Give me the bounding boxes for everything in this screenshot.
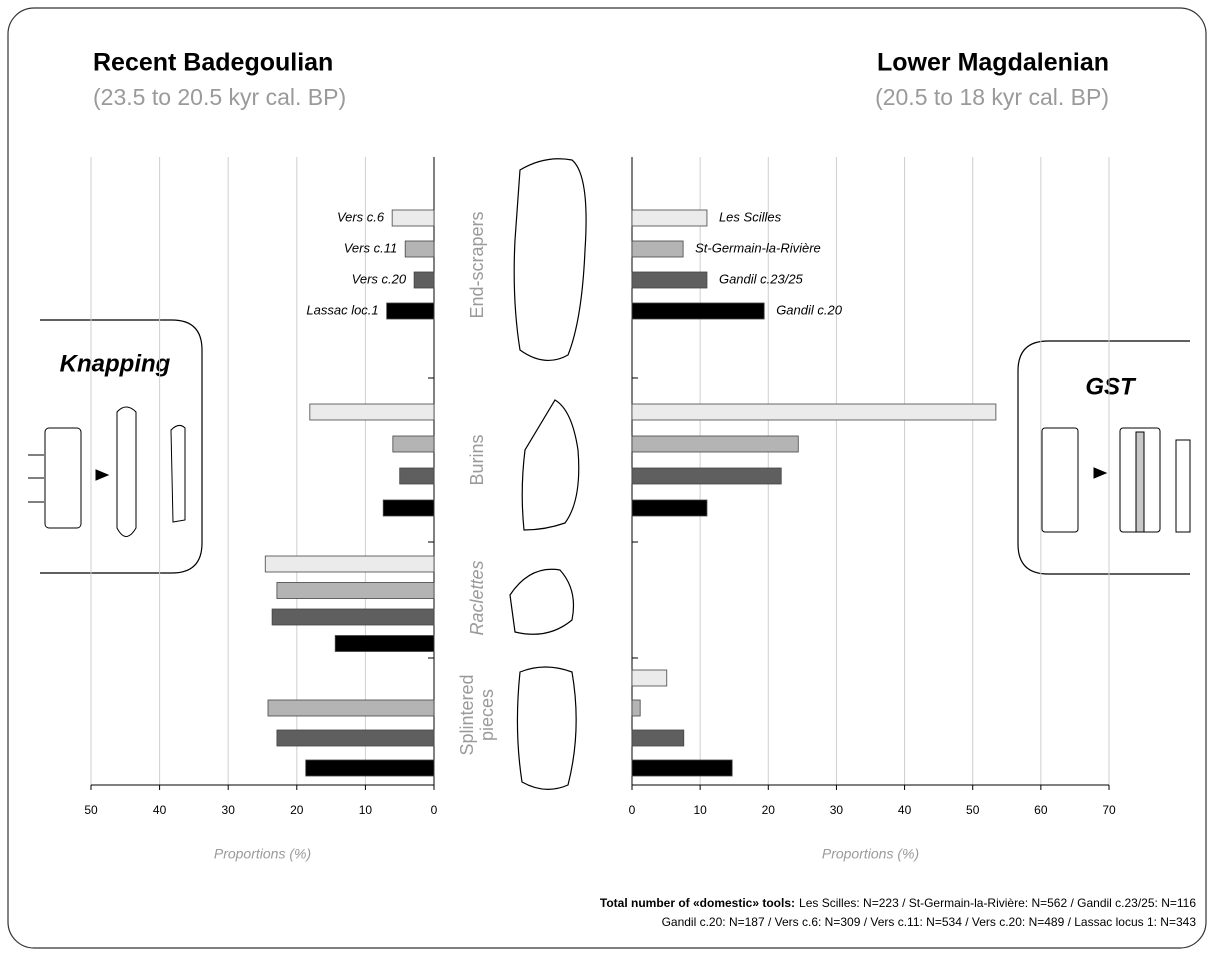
x-tick-label: 20 <box>762 803 776 817</box>
bar <box>268 700 434 716</box>
bar <box>632 436 798 452</box>
bar <box>277 583 434 599</box>
series-label: Vers c.6 <box>337 209 385 224</box>
x-tick-label: 10 <box>693 803 707 817</box>
bar <box>265 556 434 572</box>
bar <box>414 272 434 288</box>
knapping-label: Knapping <box>60 350 171 377</box>
x-tick-label: 70 <box>1102 803 1116 817</box>
bar <box>310 404 434 420</box>
x-tick-label: 40 <box>153 803 167 817</box>
bar <box>400 468 434 484</box>
bar <box>632 760 732 776</box>
bar <box>632 468 781 484</box>
x-tick-label: 60 <box>1034 803 1048 817</box>
bar <box>392 210 434 226</box>
x-tick-label: 50 <box>84 803 98 817</box>
right-subtitle: (20.5 to 18 kyr cal. BP) <box>875 84 1109 110</box>
x-axis-label: Proportions (%) <box>214 846 311 862</box>
bar <box>632 272 707 288</box>
series-label: Les Scilles <box>719 209 782 224</box>
bar <box>277 730 434 746</box>
bar <box>632 500 707 516</box>
x-tick-label: 0 <box>431 803 438 817</box>
bar <box>632 404 996 420</box>
footnote-line1: Les Scilles: N=223 / St-Germain-la-Riviè… <box>799 896 1196 910</box>
category-label: End-scrapers <box>467 211 487 318</box>
bar <box>632 730 684 746</box>
category-label: Splinteredpieces <box>457 674 497 755</box>
series-label: Gandil c.23/25 <box>719 271 804 286</box>
bar <box>387 303 434 319</box>
x-tick-label: 30 <box>222 803 236 817</box>
category-label: Burins <box>467 434 487 485</box>
series-label: Vers c.11 <box>344 240 397 255</box>
bar <box>632 670 667 686</box>
figure: Recent Badegoulian (23.5 to 20.5 kyr cal… <box>0 0 1214 956</box>
x-axis-label: Proportions (%) <box>822 846 919 862</box>
footnote-line2: Gandil c.20: N=187 / Vers c.6: N=309 / V… <box>662 915 1197 929</box>
tool-drawings <box>510 159 586 790</box>
right-title: Lower Magdalenian <box>877 49 1109 77</box>
x-tick-label: 0 <box>629 803 636 817</box>
x-tick-label: 50 <box>966 803 980 817</box>
bar <box>335 636 434 652</box>
series-label: Lassac loc.1 <box>306 302 378 317</box>
x-tick-label: 30 <box>830 803 844 817</box>
bar <box>632 241 683 257</box>
bar <box>405 241 434 257</box>
bar <box>632 210 707 226</box>
series-label: St-Germain-la-Rivière <box>695 240 821 255</box>
bar <box>383 500 434 516</box>
x-tick-label: 20 <box>290 803 304 817</box>
category-label: Raclettes <box>467 560 487 635</box>
left-subtitle: (23.5 to 20.5 kyr cal. BP) <box>93 84 346 110</box>
bar <box>272 609 434 625</box>
footnote-label: Total number of «domestic» tools: <box>600 896 795 910</box>
left-title: Recent Badegoulian <box>93 49 333 77</box>
bar <box>306 760 434 776</box>
series-label: Gandil c.20 <box>776 302 843 317</box>
series-label: Vers c.20 <box>352 271 407 286</box>
gst-label: GST <box>1085 373 1137 400</box>
x-tick-label: 10 <box>359 803 373 817</box>
x-tick-label: 40 <box>898 803 912 817</box>
bar <box>632 303 764 319</box>
bar <box>632 700 640 716</box>
bar <box>393 436 434 452</box>
